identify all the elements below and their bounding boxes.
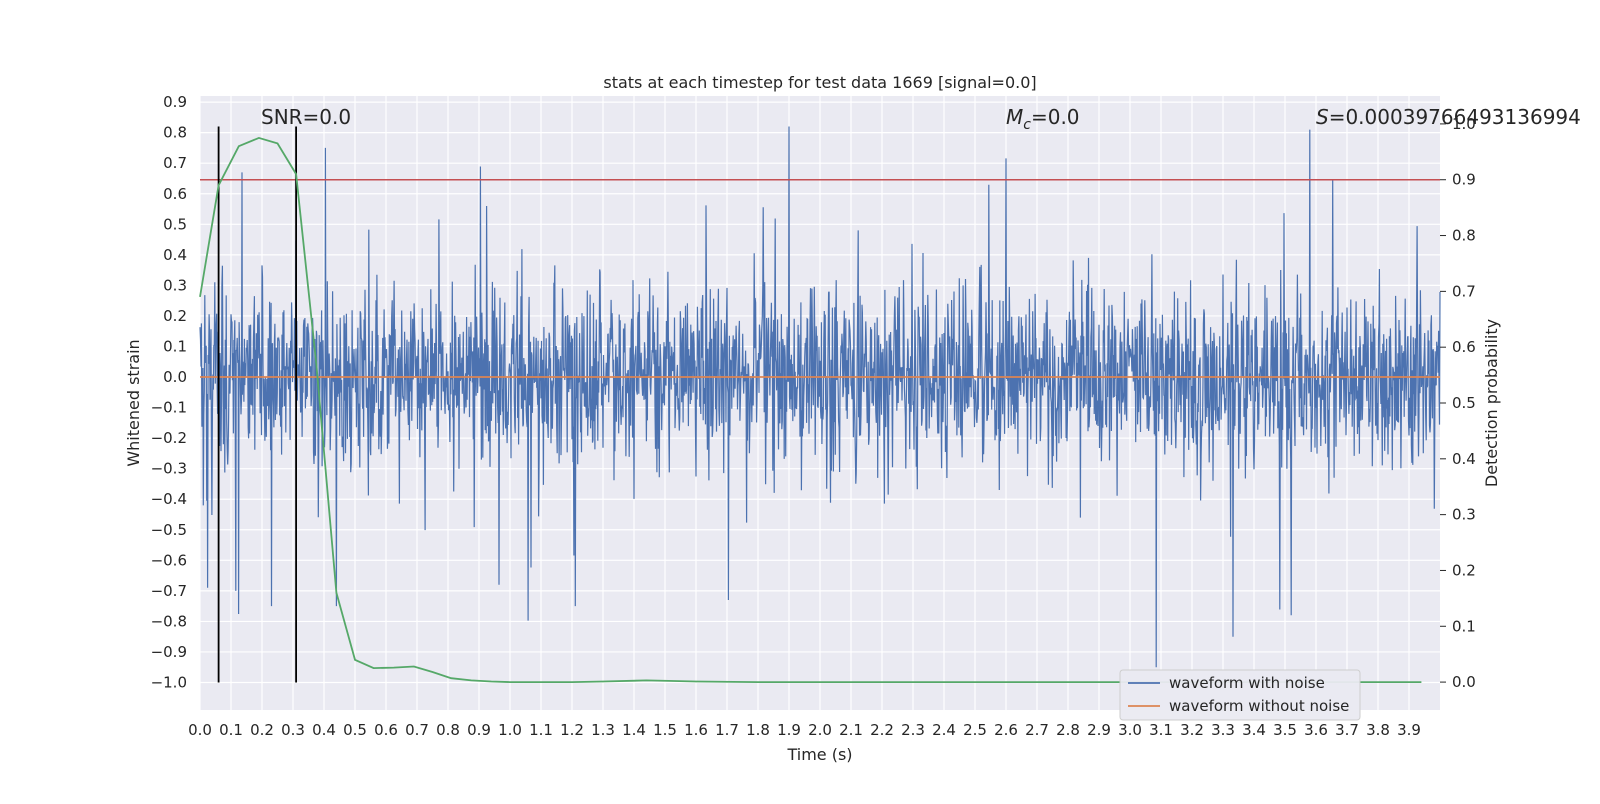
x-tick-label: 3.6 xyxy=(1304,721,1328,739)
y-tick-label: −0.5 xyxy=(151,521,187,539)
x-axis-label: Time (s) xyxy=(786,745,852,764)
y-tick-label: −0.7 xyxy=(151,582,187,600)
x-tick-label: 2.5 xyxy=(963,721,987,739)
x-tick-label: 3.7 xyxy=(1335,721,1359,739)
y2-tick-label: 0.3 xyxy=(1452,506,1476,524)
y2-tick-label: 0.9 xyxy=(1452,171,1476,189)
x-tick-label: 3.9 xyxy=(1397,721,1421,739)
y-tick-label: −0.2 xyxy=(151,429,187,447)
mc-subscript: c xyxy=(1023,117,1031,133)
y2-tick-label: 0.7 xyxy=(1452,282,1476,300)
x-tick-label: 2.7 xyxy=(1025,721,1049,739)
grid-lines xyxy=(199,96,1440,710)
x-tick-label: 3.4 xyxy=(1242,721,1266,739)
chart-title: stats at each timestep for test data 166… xyxy=(603,73,1036,92)
legend-box xyxy=(1119,669,1361,721)
x-tick-label: 2.0 xyxy=(808,721,832,739)
y-tick-label: 0.7 xyxy=(163,154,187,172)
y2-tick-label: 1.0 xyxy=(1452,115,1476,133)
y-tick-label: −1.0 xyxy=(151,674,187,692)
y-tick-label: 0.8 xyxy=(163,124,187,142)
y-tick-label: 0.2 xyxy=(163,307,187,325)
y-tick-label: −0.6 xyxy=(151,551,187,569)
y-tick-label: −0.3 xyxy=(151,460,187,478)
x-tick-label: 2.9 xyxy=(1087,721,1111,739)
y-tick-label: 0.6 xyxy=(163,185,187,203)
x-tick-label: 2.8 xyxy=(1056,721,1080,739)
x-tick-label: 1.5 xyxy=(653,721,677,739)
vertical-markers xyxy=(217,126,298,683)
x-tick-label: 1.2 xyxy=(560,721,584,739)
x-tick-label: 1.4 xyxy=(622,721,646,739)
x-tick-label: 3.5 xyxy=(1273,721,1297,739)
x-tick-label: 0.1 xyxy=(219,721,243,739)
x-tick-label: 3.3 xyxy=(1211,721,1235,739)
y2-tick-label: 0.1 xyxy=(1452,617,1476,635)
y2-tick-label: 0.8 xyxy=(1452,227,1476,245)
y-tick-label: −0.4 xyxy=(151,490,187,508)
x-tick-label: 0.7 xyxy=(405,721,429,739)
axis-ticks: 0.0 0.1 0.2 0.3 0.4 0.5 0.6 0.7 0.8 0.9 1.0 1.1 1.2 1… xyxy=(151,93,1476,739)
x-tick-label: 0.9 xyxy=(467,721,491,739)
mc-value: =0.0 xyxy=(1031,105,1080,129)
y-tick-label: 0.5 xyxy=(163,215,187,233)
y-tick-label: −0.9 xyxy=(151,643,187,661)
mc-annotation: Mc=0.0 xyxy=(1006,105,1080,133)
y2-tick-label: 0.5 xyxy=(1452,394,1476,412)
x-tick-label: 2.2 xyxy=(870,721,894,739)
y-tick-label: 0.0 xyxy=(163,368,187,386)
x-tick-label: 3.2 xyxy=(1180,721,1204,739)
x-tick-label: 0.6 xyxy=(374,721,398,739)
x-tick-label: 2.6 xyxy=(994,721,1018,739)
y-tick-label: 0.3 xyxy=(163,276,187,294)
legend-label-clean: waveform without noise xyxy=(1169,697,1349,715)
snr-annotation: SNR=0.0 xyxy=(261,105,351,129)
y2-tick-label: 0.0 xyxy=(1452,673,1476,691)
x-tick-label: 1.6 xyxy=(684,721,708,739)
y2-axis-label: Detection probability xyxy=(1482,319,1501,487)
waveform-with-noise-line xyxy=(199,126,1441,668)
x-tick-label: 1.3 xyxy=(591,721,615,739)
mc-symbol: M xyxy=(1006,105,1023,129)
x-tick-label: 3.8 xyxy=(1366,721,1390,739)
x-tick-label: 1.7 xyxy=(715,721,739,739)
y-tick-label: 0.4 xyxy=(163,246,187,264)
x-tick-label: 0.3 xyxy=(281,721,305,739)
x-tick-label: 3.0 xyxy=(1118,721,1142,739)
x-tick-label: 3.1 xyxy=(1149,721,1173,739)
y2-tick-label: 0.4 xyxy=(1452,450,1476,468)
x-tick-label: 1.8 xyxy=(746,721,770,739)
s-annotation: S=0.00039766493136994 xyxy=(1316,105,1581,129)
noise-trace xyxy=(199,126,1441,668)
x-tick-label: 1.9 xyxy=(777,721,801,739)
y-tick-label: 0.9 xyxy=(163,93,187,111)
s-symbol: S xyxy=(1316,105,1329,129)
y-tick-label: −0.1 xyxy=(151,399,187,417)
y-tick-label: 0.1 xyxy=(163,337,187,355)
x-tick-label: 2.1 xyxy=(839,721,863,739)
legend-label-noise: waveform with noise xyxy=(1169,674,1325,692)
y2-tick-label: 0.2 xyxy=(1452,561,1476,579)
x-tick-label: 0.0 xyxy=(188,721,212,739)
x-tick-label: 2.3 xyxy=(901,721,925,739)
x-tick-label: 0.5 xyxy=(343,721,367,739)
y-axis-label: Whitened strain xyxy=(124,339,143,466)
x-tick-label: 0.4 xyxy=(312,721,336,739)
probability-line xyxy=(199,136,1422,683)
x-tick-label: 0.2 xyxy=(250,721,274,739)
y-tick-label: −0.8 xyxy=(151,612,187,630)
y2-tick-label: 0.6 xyxy=(1452,338,1476,356)
legend: waveform with noise waveform without noi… xyxy=(1119,669,1361,721)
x-tick-label: 1.0 xyxy=(498,721,522,739)
x-tick-label: 0.8 xyxy=(436,721,460,739)
x-tick-label: 2.4 xyxy=(932,721,956,739)
x-tick-label: 1.1 xyxy=(529,721,553,739)
s-value: =0.00039766493136994 xyxy=(1329,105,1581,129)
